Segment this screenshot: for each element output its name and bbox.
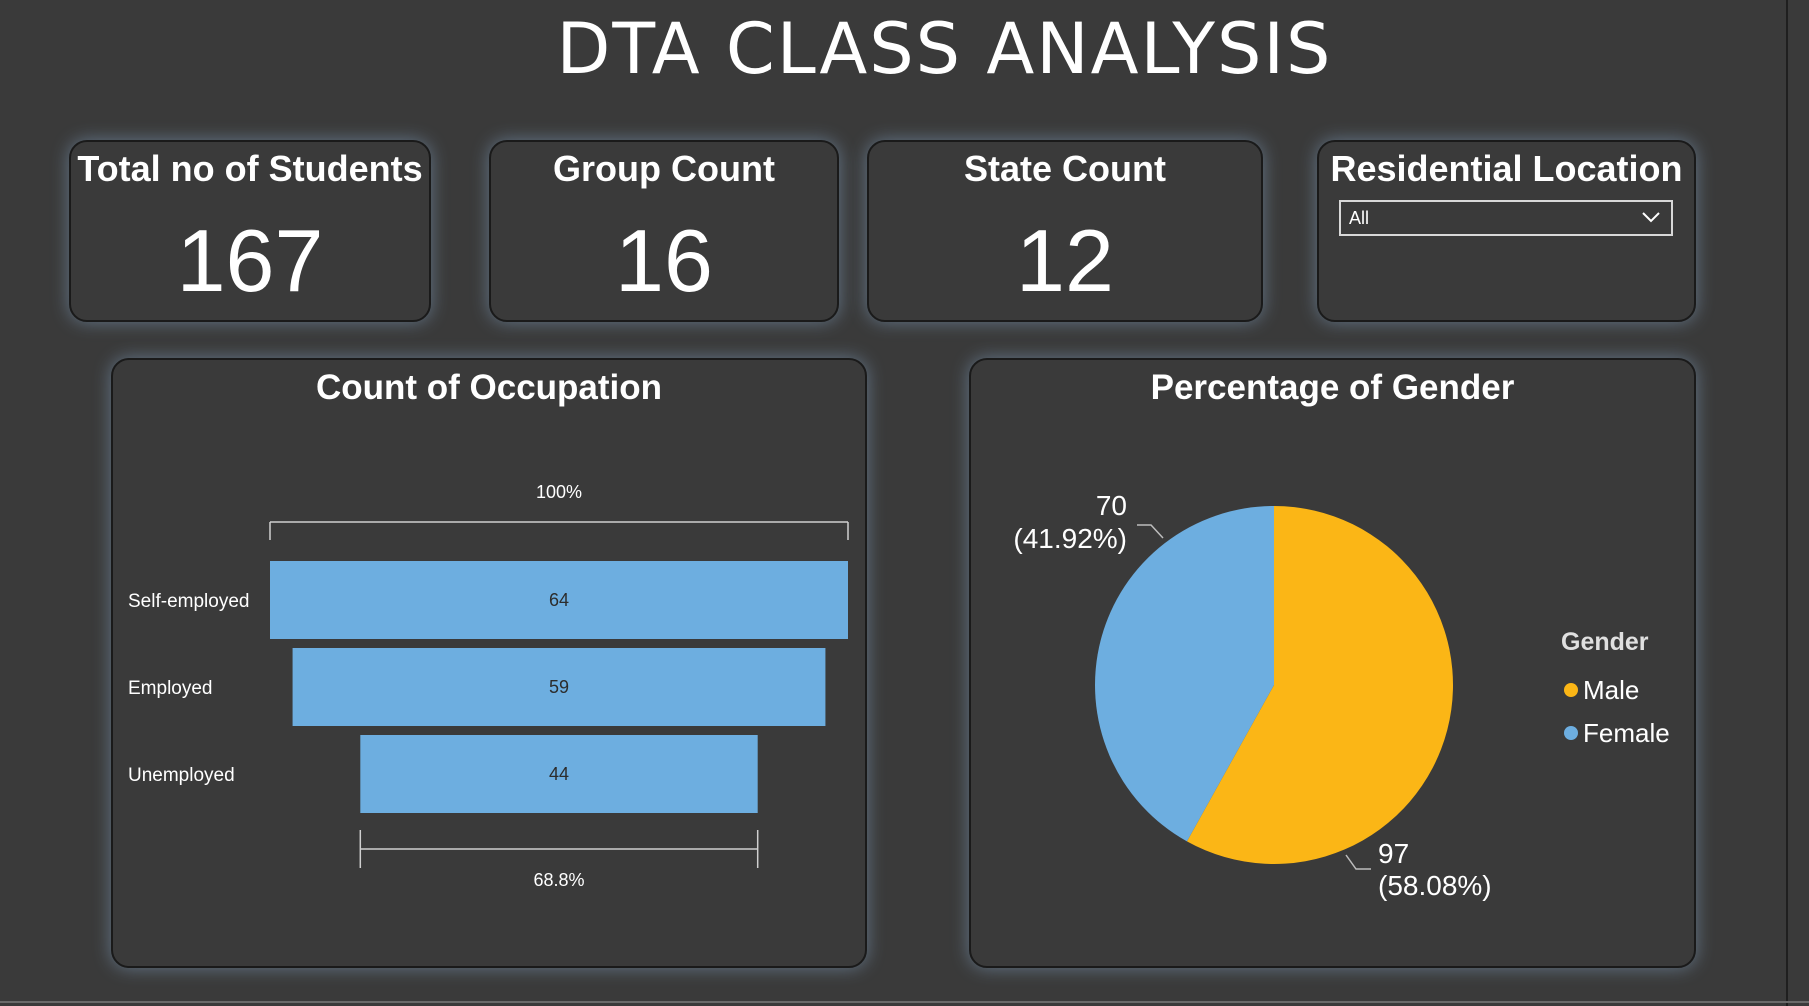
legend-label-male[interactable]: Male [1583,675,1639,705]
funnel-category-label: Unemployed [128,765,235,786]
window-right-edge [1786,0,1788,1006]
funnel-bar[interactable] [292,648,826,726]
funnel-category-label: Employed [128,678,213,699]
funnel-bar[interactable] [270,561,848,639]
gender-pie-chart: 97(58.08%) 70(41.92%) Gender Male Female [1013,490,1670,901]
funnel-category-label: Self-employed [128,591,249,612]
kpi-value: 16 [615,211,713,310]
kpi-card-group-count[interactable]: Group Count 16 [489,140,839,322]
kpi-label: Total no of Students [77,148,423,189]
funnel-bar-value-label: 59 [549,677,569,697]
legend-label-female[interactable]: Female [1583,718,1670,748]
pie-slice-female[interactable] [1095,506,1274,842]
pie-percent-label: (41.92%) [1013,523,1127,554]
residential-location-dropdown[interactable]: All [1339,200,1673,236]
kpi-card-total-students[interactable]: Total no of Students 167 [69,140,431,322]
dropdown-selected-value: All [1349,208,1370,228]
kpi-value: 167 [176,211,324,310]
kpi-label: Group Count [553,148,775,189]
window-bottom-edge [0,1001,1809,1003]
kpi-value: 12 [1016,211,1114,310]
funnel-bar[interactable] [360,735,758,813]
funnel-bar-value-label: 44 [549,764,569,784]
legend-marker-male [1564,683,1578,697]
chart-title: Count of Occupation [315,368,663,407]
kpi-card-state-count[interactable]: State Count 12 [867,140,1263,322]
pie-leader-line [1345,854,1371,870]
kpi-label: State Count [964,148,1166,189]
gender-chart-card: Percentage of Gender 97 (58.08%) 70 (41.92%… [969,358,1696,968]
pie-value-label: 70 [1096,490,1127,521]
pie-slice-male[interactable] [1186,506,1453,864]
pie-value-label: 97 [1378,838,1409,869]
funnel-top-percent-label: 100% [536,482,582,502]
pie-percent-label: (58.08%) [1378,870,1492,901]
funnel-bottom-percent-label: 68.8% [533,870,584,890]
slicer-label: Residential Location [1330,148,1683,189]
chart-title: Percentage of Gender [1150,368,1515,407]
funnel-bar-value-label: 64 [549,590,569,610]
chevron-down-icon[interactable] [1641,210,1661,224]
legend-marker-female [1564,726,1578,740]
slicer-card-residential-location: Residential Location All [1317,140,1696,322]
occupation-chart-card: Count of Occupation 100% 64 Self-employed 5… [111,358,867,968]
occupation-funnel-chart: 100% 64 Self-employed 59 Employed 44 Unemploye… [128,482,849,890]
legend-title: Gender [1561,628,1649,656]
pie-leader-line [1137,524,1164,539]
page-title: DTA CLASS ANALYSIS [556,8,1333,90]
